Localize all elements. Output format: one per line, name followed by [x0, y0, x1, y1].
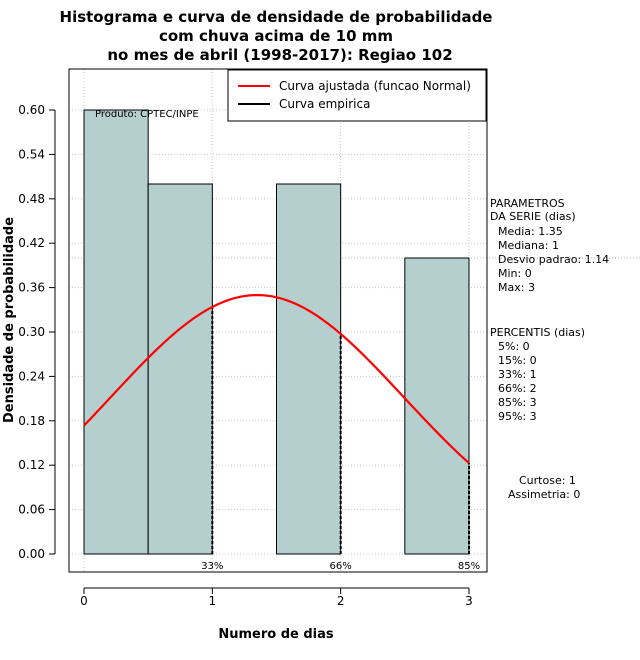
y-tick-label: 0.42 — [18, 236, 45, 250]
chart-title-line-3: no mes de abril (1998-2017): Regiao 102 — [107, 46, 452, 64]
curtose-text: Curtose: 1 — [519, 474, 576, 487]
x-axis: 0 1 2 3 — [80, 587, 473, 608]
histogram-bar — [276, 183, 342, 555]
fitted-normal-curve — [83, 293, 470, 464]
histogram-bars — [83, 109, 470, 555]
x-axis-title: Numero de dias — [218, 627, 334, 642]
percentil-33: 33%: 1 — [498, 368, 537, 381]
x-tick-label: 0 — [80, 594, 88, 608]
legend: Curva ajustada (funcao Normal) Curva emp… — [227, 69, 487, 122]
params-title-line-1: PARAMETROS — [490, 197, 565, 210]
percentil-95: 95%: 3 — [498, 410, 537, 423]
x-tick-label: 3 — [465, 594, 473, 608]
legend-box — [227, 69, 487, 122]
param-mediana: Mediana: 1 — [498, 239, 559, 252]
x-tick-label: 1 — [209, 594, 217, 608]
percentile-label: 33% — [201, 561, 223, 572]
plot-frame — [68, 68, 488, 573]
fitted-curve — [83, 293, 470, 464]
y-tick-label: 0.18 — [18, 414, 45, 428]
y-tick-label: 0.06 — [18, 503, 45, 517]
percentil-66: 66%: 2 — [498, 382, 537, 395]
assimetria-text: Assimetria: 0 — [508, 488, 580, 501]
y-tick-label: 0.36 — [18, 281, 45, 295]
param-max: Max: 3 — [498, 281, 535, 294]
param-media: Media: 1.35 — [498, 225, 563, 238]
y-tick-label: 0.54 — [18, 147, 45, 161]
y-axis: 0.00 0.06 0.12 0.18 0.24 0.30 0.36 0.42 0.48 0.54… — [18, 103, 56, 561]
param-min: Min: 0 — [498, 267, 532, 280]
x-tick-label: 2 — [337, 594, 345, 608]
y-tick-label: 0.60 — [18, 103, 45, 117]
percentiles-panel: PERCENTIS (dias) 5%: 0 15%: 0 33%: 1 66%… — [490, 326, 585, 423]
percentil-5: 5%: 0 — [498, 340, 530, 353]
y-axis-title: Densidade de probabilidade — [2, 217, 17, 423]
legend-empirical-label: Curva empirica — [279, 97, 370, 111]
chart-title-line-2: com chuva acima de 10 mm — [159, 27, 393, 45]
parameters-panel: PARAMETROS DA SERIE (dias) Media: 1.35 M… — [490, 197, 609, 294]
params-title-line-2: DA SERIE (dias) — [490, 210, 576, 223]
percentile-label: 66% — [330, 561, 352, 572]
percentil-85: 85%: 3 — [498, 396, 537, 409]
shape-stats-panel: Curtose: 1 Assimetria: 0 — [508, 474, 580, 501]
y-tick-label: 0.48 — [18, 192, 45, 206]
histogram-bar — [147, 183, 213, 555]
percentis-title: PERCENTIS (dias) — [490, 326, 585, 339]
param-desvio: Desvio padrao: 1.14 — [498, 253, 609, 266]
chart-title-line-1: Histograma e curva de densidade de proba… — [60, 8, 493, 26]
histogram-bar — [404, 257, 470, 555]
watermark-text: Produto: CPTEC/INPE — [95, 109, 199, 120]
legend-fitted-label: Curva ajustada (funcao Normal) — [279, 79, 471, 93]
percentile-lines: 33% 66% 85% — [201, 306, 480, 572]
y-tick-label: 0.30 — [18, 325, 45, 339]
percentile-label: 85% — [458, 561, 480, 572]
y-tick-label: 0.12 — [18, 458, 45, 472]
y-tick-label: 0.00 — [18, 547, 45, 561]
y-tick-label: 0.24 — [18, 369, 45, 383]
percentil-15: 15%: 0 — [498, 354, 537, 367]
histogram-bar — [83, 109, 149, 555]
